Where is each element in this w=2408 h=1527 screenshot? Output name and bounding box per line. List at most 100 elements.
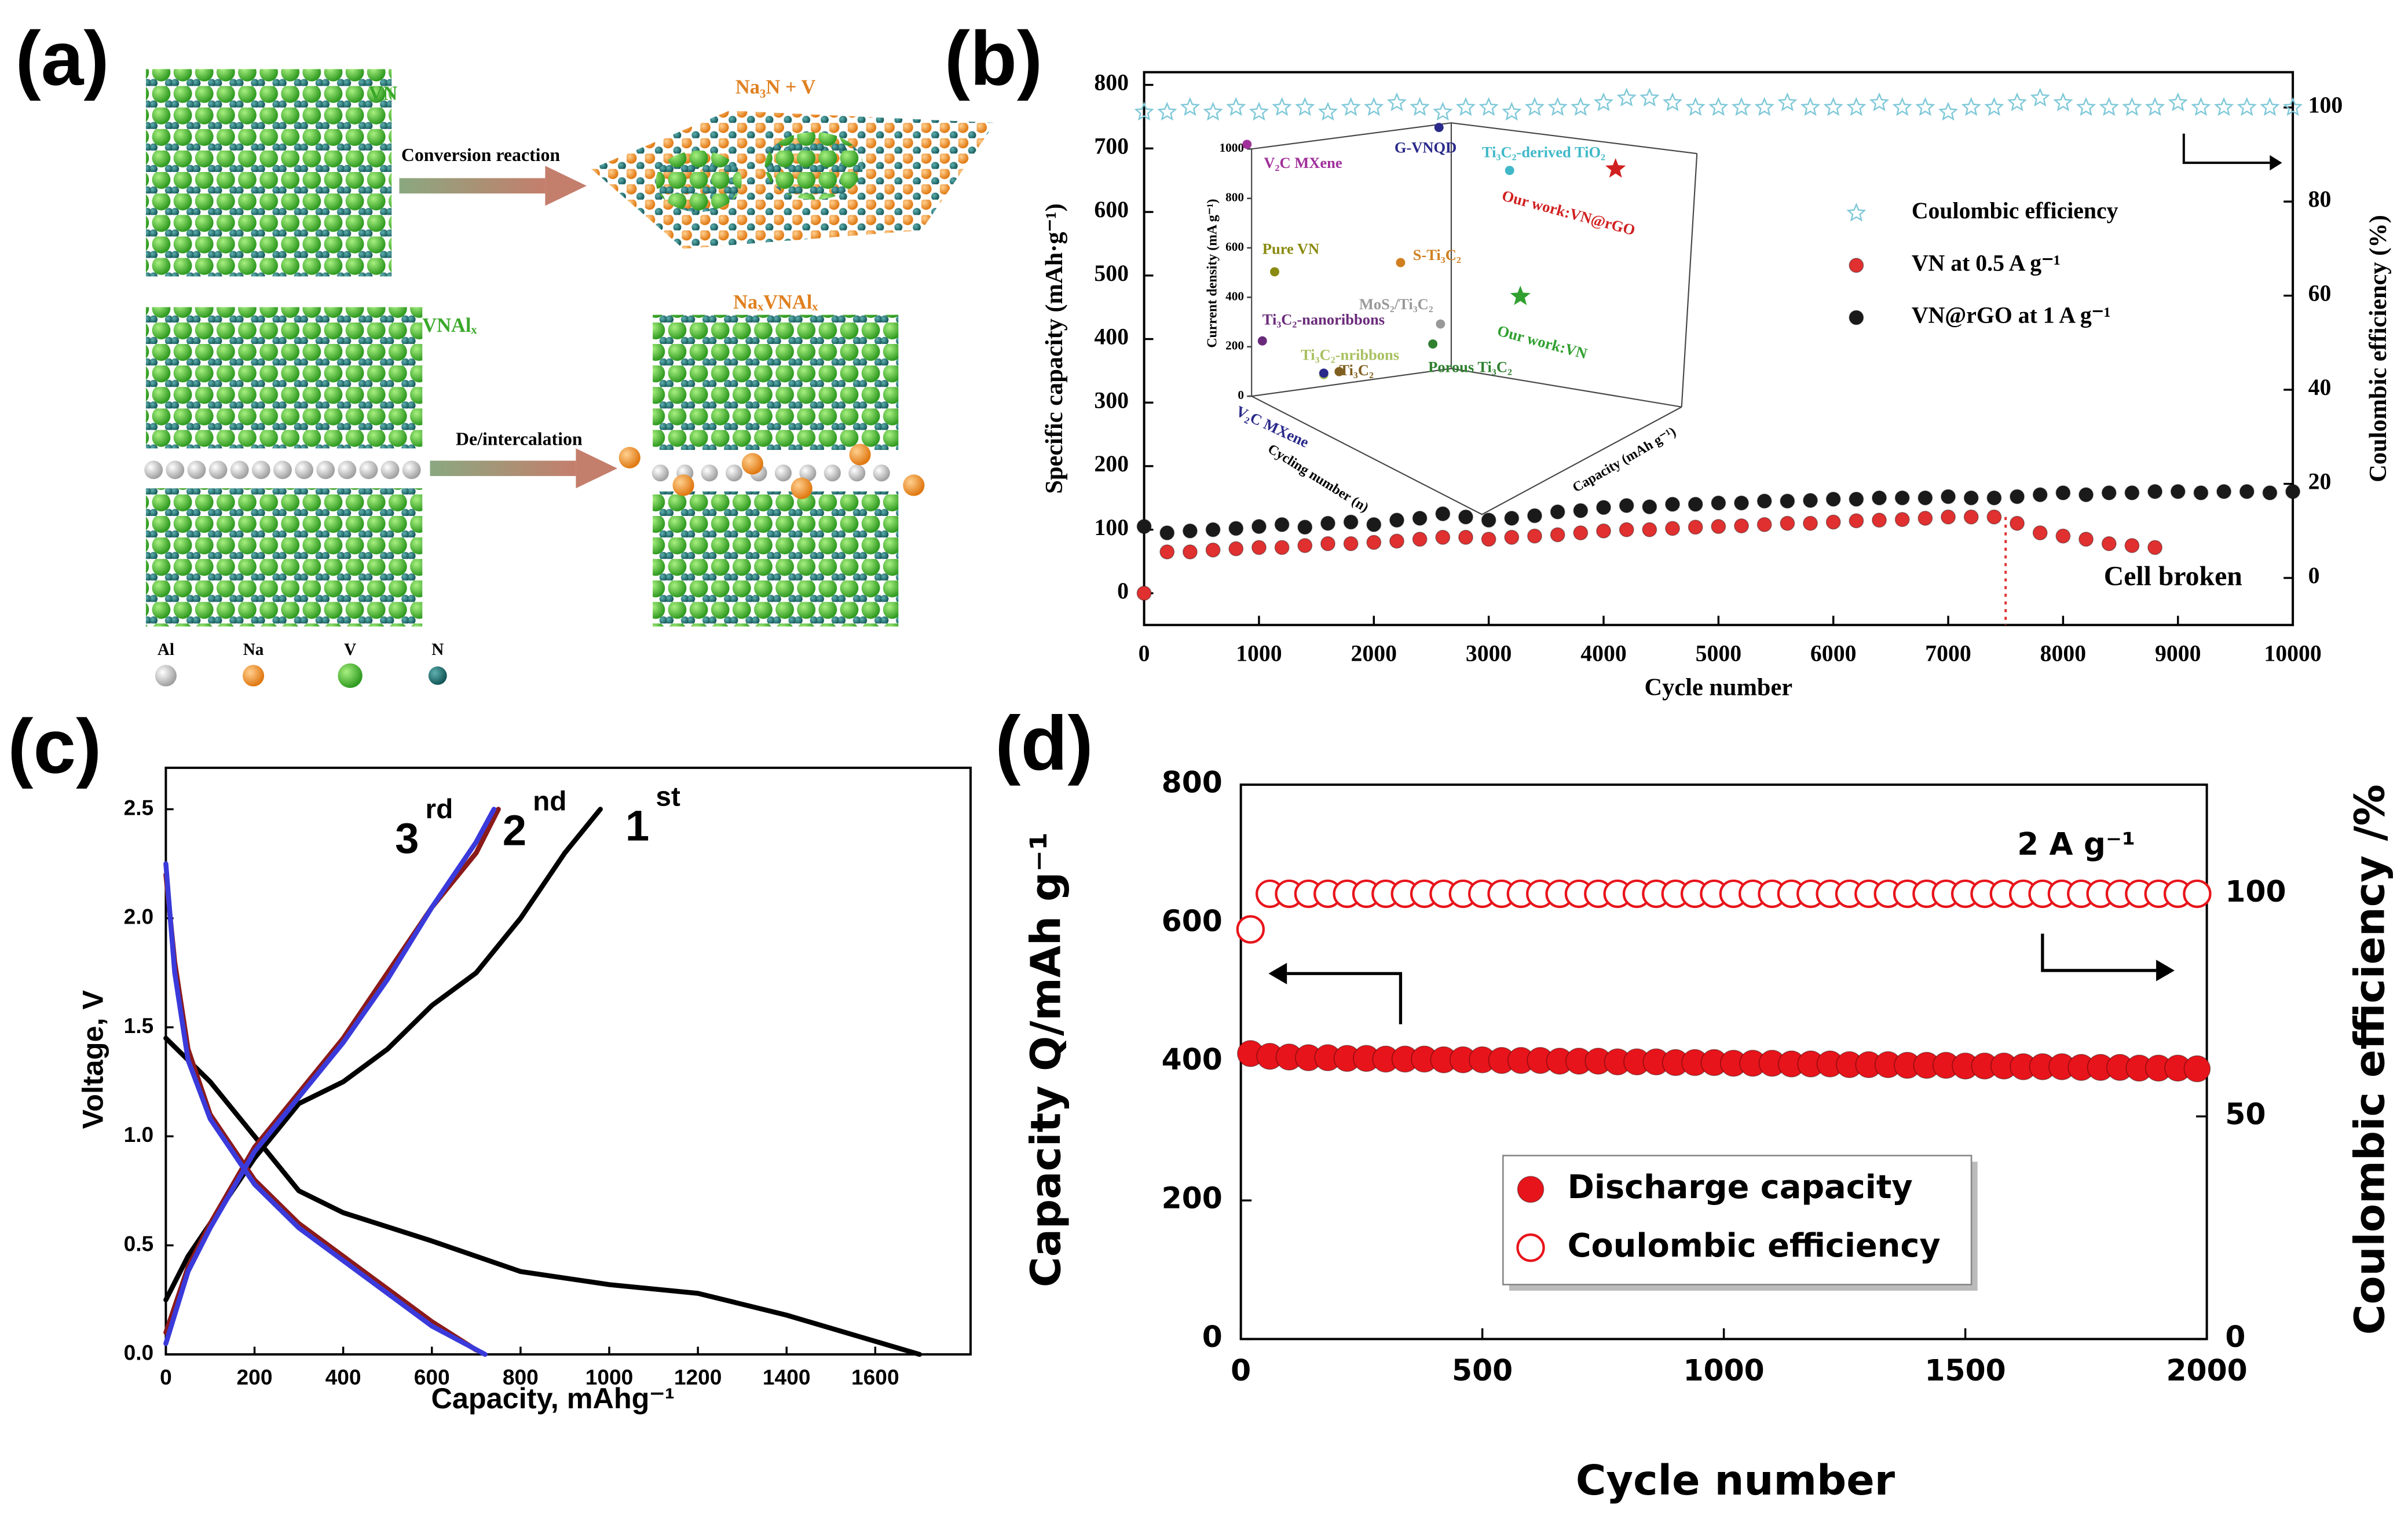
inset-frame xyxy=(1681,153,1698,407)
legend-label: Na xyxy=(243,640,264,659)
inset-point xyxy=(1334,367,1344,376)
star-marker xyxy=(1708,97,1729,116)
inset-point xyxy=(1242,140,1252,149)
marker xyxy=(1389,512,1404,528)
x-tick-label: 500 xyxy=(1452,1353,1513,1387)
star-marker xyxy=(2214,97,2234,116)
inset-label: Porous Ti₃C₂ xyxy=(1428,358,1512,376)
marker xyxy=(1366,517,1382,532)
panel-label: (c) xyxy=(8,704,101,789)
annotation: 3 xyxy=(395,814,419,862)
axis-arrow-head xyxy=(1268,962,1287,984)
inset-point xyxy=(1319,368,1329,378)
inset-point xyxy=(1396,258,1406,268)
marker xyxy=(1963,490,1979,506)
al-atom xyxy=(652,464,669,482)
open-marker xyxy=(1236,915,1265,944)
marker xyxy=(1803,515,1818,531)
arrow-head xyxy=(576,448,618,489)
inset-star xyxy=(1605,158,1626,178)
marker xyxy=(1412,510,1428,526)
x-axis-label: Cycle number xyxy=(1576,1456,1895,1504)
star-marker xyxy=(1938,101,1959,121)
inset-label: G-VNQD xyxy=(1395,138,1456,156)
marker xyxy=(1803,493,1818,508)
star-marker xyxy=(2007,92,2028,112)
marker xyxy=(1619,498,1634,514)
axis-arrow-head xyxy=(2156,960,2175,982)
marker xyxy=(1894,490,1910,506)
marker xyxy=(1550,527,1565,543)
al-atom xyxy=(251,460,270,479)
inset: 0 200 400 600 800 1000 Current density (mA g⁻¹… xyxy=(1205,122,1698,515)
al-atom xyxy=(725,464,743,482)
marker xyxy=(1412,532,1428,547)
y2-tick-label: 80 xyxy=(2308,186,2332,212)
inset-label: Pure VN xyxy=(1262,240,1319,257)
star-marker xyxy=(1823,97,1843,116)
marker xyxy=(2010,515,2025,531)
marker xyxy=(2216,484,2232,499)
marker xyxy=(1825,492,1841,507)
marker xyxy=(1182,544,1198,560)
marker xyxy=(1458,509,1473,525)
star-marker xyxy=(1662,92,1683,112)
marker xyxy=(2170,484,2186,499)
star-marker xyxy=(2237,97,2257,116)
marker xyxy=(1435,529,1451,545)
marker xyxy=(1228,521,1244,536)
x-tick-label: 0 xyxy=(1231,1353,1251,1387)
marker xyxy=(2124,485,2140,501)
inset-point xyxy=(1270,267,1279,277)
open-marker xyxy=(1516,1233,1545,1262)
axis-arrow-head xyxy=(2270,155,2282,171)
annotation-sup: nd xyxy=(533,786,566,817)
x-tick-label: 5000 xyxy=(1696,640,1742,666)
star-marker xyxy=(1134,101,1154,121)
inset-star xyxy=(1510,285,1531,305)
al-atom xyxy=(273,460,292,479)
y-tick-label: 800 xyxy=(1162,766,1223,800)
na-atom xyxy=(619,446,641,468)
y-tick-label: 0 xyxy=(1117,578,1129,604)
marker xyxy=(2101,485,2117,501)
v-cluster xyxy=(656,150,742,212)
star-marker xyxy=(1180,97,1201,116)
plot-frame xyxy=(164,766,972,1356)
y-tick-label: 400 xyxy=(1094,324,1129,350)
inset-label: MoS₂/Ti₃C₂ xyxy=(1359,295,1433,313)
marker xyxy=(1228,541,1244,556)
x-tick-label: 1000 xyxy=(1236,640,1282,666)
inset-axis-label: Current density (mA g⁻¹) xyxy=(1205,199,1220,347)
legend-label: N xyxy=(431,640,444,659)
marker xyxy=(1872,490,1887,506)
vnal-crystal xyxy=(145,488,423,627)
star-marker xyxy=(2191,97,2211,116)
inset-tick-label: 600 xyxy=(1225,240,1244,254)
x-tick-label: 1200 xyxy=(674,1365,722,1389)
al-atom xyxy=(359,460,378,479)
marker xyxy=(1205,542,1221,558)
marker xyxy=(1159,544,1175,560)
x-tick-label: 400 xyxy=(325,1365,361,1389)
y-tick-label: 400 xyxy=(1162,1042,1223,1076)
inset-tick-label: 200 xyxy=(1225,339,1244,353)
legend-label: VN@rGO at 1 A g⁻¹ xyxy=(1912,303,2111,328)
annotation-sup: rd xyxy=(426,794,453,825)
star-marker xyxy=(1640,87,1660,107)
inset-tick-label: 1000 xyxy=(1220,141,1244,155)
annotation: Cell broken xyxy=(2104,561,2242,592)
y2-tick-label: 20 xyxy=(2308,469,2332,495)
marker xyxy=(1274,540,1290,555)
star-marker xyxy=(2076,97,2096,116)
legend-label: Coulombic efficiency xyxy=(1568,1227,1941,1265)
legend-atom xyxy=(242,665,265,687)
star-marker xyxy=(1571,97,1591,116)
legend-label: Discharge capacity xyxy=(1568,1169,1913,1206)
y2-tick-label: 0 xyxy=(2225,1320,2245,1354)
y-axis-label: Capacity Q/mAh g⁻¹ xyxy=(1022,832,1070,1287)
x-tick-label: 800 xyxy=(503,1365,539,1389)
x-tick-label: 200 xyxy=(237,1365,273,1389)
inset-point xyxy=(1428,339,1438,349)
